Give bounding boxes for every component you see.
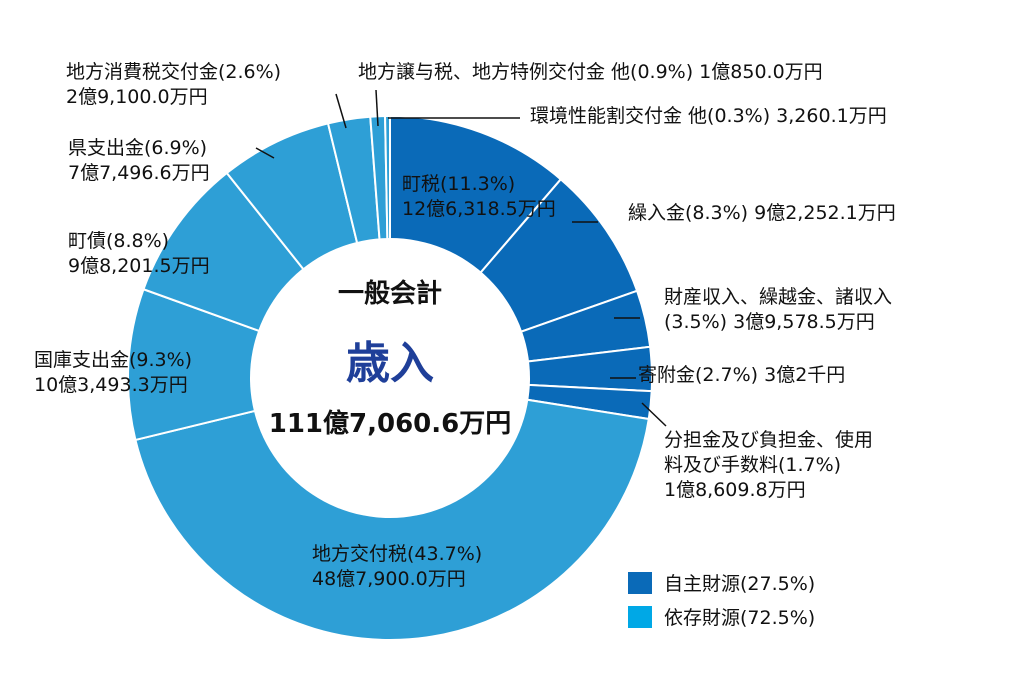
donut-hole (250, 238, 530, 518)
center-main-label: 歳入 (346, 338, 434, 389)
slice-label-4: 寄附金(2.7%) 3億2千円 (638, 364, 845, 386)
center-total: 111億7,060.6万円 (269, 409, 511, 439)
slice-label-12: 環境性能割交付金 他(0.3%) 3,260.1万円 (530, 105, 887, 127)
slice-label-10: 地方消費税交付金(2.6%) 2億9,100.0万円 (66, 61, 281, 108)
leader-line-10 (335, 93, 347, 129)
slice-label-2: 繰入金(8.3%) 9億2,252.1万円 (628, 202, 896, 224)
slice-labels: 町税(11.3%) 12億6,318.5万円繰入金(8.3%) 9億2,252.1… (34, 61, 896, 590)
slice-label-8: 町債(8.8%) 9億8,201.5万円 (68, 230, 210, 277)
slice-label-11: 地方譲与税、地方特例交付金 他(0.9%) 1億850.0万円 (358, 61, 823, 83)
slice-label-6: 地方交付税(43.7%) 48億7,900.0万円 (312, 543, 482, 590)
legend-swatch-own (628, 572, 652, 594)
legend-swatch-dependent (628, 606, 652, 628)
center-title: 一般会計 (338, 278, 442, 309)
leader-line-9 (255, 147, 275, 159)
leader-line-11 (375, 89, 379, 127)
slice-label-1: 町税(11.3%) 12億6,318.5万円 (402, 173, 556, 220)
leader-line-5 (641, 402, 667, 427)
slice-label-9: 県支出金(6.9%) 7億7,496.6万円 (68, 137, 210, 184)
slice-label-3: 財産収入、繰越金、諸収入(3.5%) 3億9,578.5万円 (664, 286, 892, 333)
slice-label-5: 分担金及び負担金、使用料及び手数料(1.7%) 1億8,609.8万円 (664, 429, 873, 501)
slice-label-7: 国庫支出金(9.3%) 10億3,493.3万円 (34, 349, 192, 396)
legend-label-own: 自主財源(27.5%) (664, 573, 815, 595)
legend-label-dependent: 依存財源(72.5%) (664, 607, 815, 629)
leader-lines (255, 89, 667, 427)
legend: 自主財源(27.5%) 依存財源(72.5%) (628, 572, 815, 629)
